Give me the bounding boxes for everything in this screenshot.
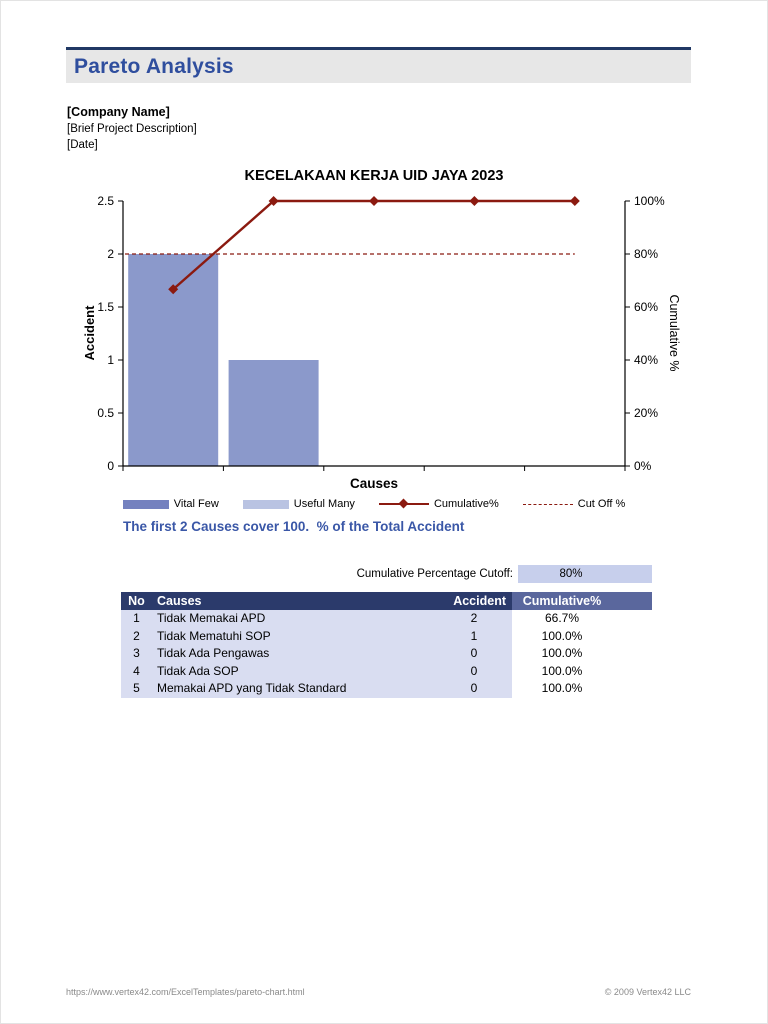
cell-c-cum: 100.0% <box>512 680 652 698</box>
cumulative-marker-3 <box>469 196 480 206</box>
useful-many-swatch <box>242 499 289 509</box>
cell-c-acc: 0 <box>446 645 512 663</box>
header-accident: Accident <box>446 592 512 610</box>
vital-few-swatch <box>122 499 169 509</box>
table-header-row: No Causes Accident Cumulative% <box>121 592 652 610</box>
date-placeholder: [Date] <box>67 139 98 151</box>
legend-item-useful-many: Useful Many <box>242 498 355 510</box>
legend-label-vital-few: Vital Few <box>173 498 219 510</box>
cell-c-cause: Tidak Ada Pengawas <box>152 645 446 663</box>
diamond-marker-icon <box>398 498 409 509</box>
cell-c-acc: 0 <box>446 680 512 698</box>
table-row: 5 Memakai APD yang Tidak Standard 0 100.0% <box>121 680 652 698</box>
svg-text:0%: 0% <box>634 459 652 473</box>
cell-c-cause: Tidak Mematuhi SOP <box>152 627 446 645</box>
cumulative-marker-1 <box>268 196 279 206</box>
svg-text:80%: 80% <box>634 247 658 261</box>
pareto-chart: 0 0.5 1 1.5 2 2.5 0% 20% 40% 60% 80% 100% KECELAKAAN… <box>82 168 681 491</box>
table-row: 2 Tidak Mematuhi SOP 1 100.0% <box>121 627 652 645</box>
left-axis-title: Accident <box>82 305 97 361</box>
cutoff-label: Cumulative Percentage Cutoff: <box>356 568 513 580</box>
table-row: 3 Tidak Ada Pengawas 0 100.0% <box>121 645 652 663</box>
legend-label-useful-many: Useful Many <box>293 498 355 510</box>
cell-c-acc: 2 <box>446 610 512 628</box>
company-name: [Company Name] <box>67 105 170 119</box>
header-no: No <box>121 592 152 610</box>
footer-url: https://www.vertex42.com/ExcelTemplates/… <box>66 987 305 997</box>
svg-text:0.5: 0.5 <box>97 406 114 420</box>
svg-text:0: 0 <box>107 459 114 473</box>
legend-item-cumulative: Cumulative% <box>378 498 499 510</box>
chart-legend: Vital Few Useful Many Cumulative% Cut Of… <box>101 498 647 510</box>
svg-text:60%: 60% <box>634 300 658 314</box>
cell-c-cum: 100.0% <box>512 662 652 680</box>
chart-title: KECELAKAAN KERJA UID JAYA 2023 <box>245 168 504 184</box>
cell-c-no: 4 <box>121 662 152 680</box>
cell-c-no: 3 <box>121 645 152 663</box>
cell-c-cum: 100.0% <box>512 627 652 645</box>
legend-item-vital-few: Vital Few <box>122 498 219 510</box>
cumulative-marker-2 <box>369 196 379 206</box>
cell-c-acc: 0 <box>446 662 512 680</box>
legend-label-cumulative: Cumulative% <box>433 498 499 510</box>
cell-c-cum: 100.0% <box>512 645 652 663</box>
svg-text:2: 2 <box>107 247 114 261</box>
project-description: [Brief Project Description] <box>67 123 197 135</box>
legend-label-cutoff: Cut Off % <box>577 498 626 510</box>
cell-c-cause: Memakai APD yang Tidak Standard <box>152 680 446 698</box>
table-body: 1 Tidak Memakai APD 2 66.7% 2 Tidak Mematuhi … <box>121 610 652 698</box>
svg-text:20%: 20% <box>634 406 658 420</box>
x-axis-title: Causes <box>350 476 398 491</box>
svg-text:2.5: 2.5 <box>97 194 114 208</box>
cumulative-line-swatch <box>378 498 429 509</box>
footer-copyright: © 2009 Vertex42 LLC <box>604 987 691 997</box>
cumulative-marker-0 <box>168 284 179 295</box>
svg-text:100%: 100% <box>634 194 665 208</box>
svg-text:40%: 40% <box>634 353 658 367</box>
causes-table: No Causes Accident Cumulative% 1 Tidak Me… <box>121 592 652 698</box>
cell-c-no: 2 <box>121 627 152 645</box>
bar-1 <box>228 360 319 466</box>
summary-note: The first 2 Causes cover 100. % of the T… <box>123 519 465 534</box>
cell-c-no: 5 <box>121 680 152 698</box>
cell-c-no: 1 <box>121 610 152 628</box>
table-row: 1 Tidak Memakai APD 2 66.7% <box>121 610 652 628</box>
cell-c-cum: 66.7% <box>512 610 652 628</box>
cell-c-acc: 1 <box>446 627 512 645</box>
right-axis-title: Cumulative % <box>667 294 681 371</box>
table-row: 4 Tidak Ada SOP 0 100.0% <box>121 662 652 680</box>
svg-text:1.5: 1.5 <box>97 300 114 314</box>
cutoff-value-cell: 80% <box>518 565 652 583</box>
header-cumulative: Cumulative% <box>512 592 652 610</box>
page-title: Pareto Analysis <box>74 54 234 78</box>
cell-c-cause: Tidak Ada SOP <box>152 662 446 680</box>
cutoff-line-swatch <box>522 503 573 505</box>
title-banner: Pareto Analysis <box>66 47 691 83</box>
header-causes: Causes <box>152 592 446 610</box>
svg-text:1: 1 <box>107 353 114 367</box>
legend-item-cutoff: Cut Off % <box>522 498 626 510</box>
cumulative-marker-4 <box>569 196 580 206</box>
page-footer: https://www.vertex42.com/ExcelTemplates/… <box>66 987 691 997</box>
cumulative-line <box>172 199 575 291</box>
cell-c-cause: Tidak Memakai APD <box>152 610 446 628</box>
